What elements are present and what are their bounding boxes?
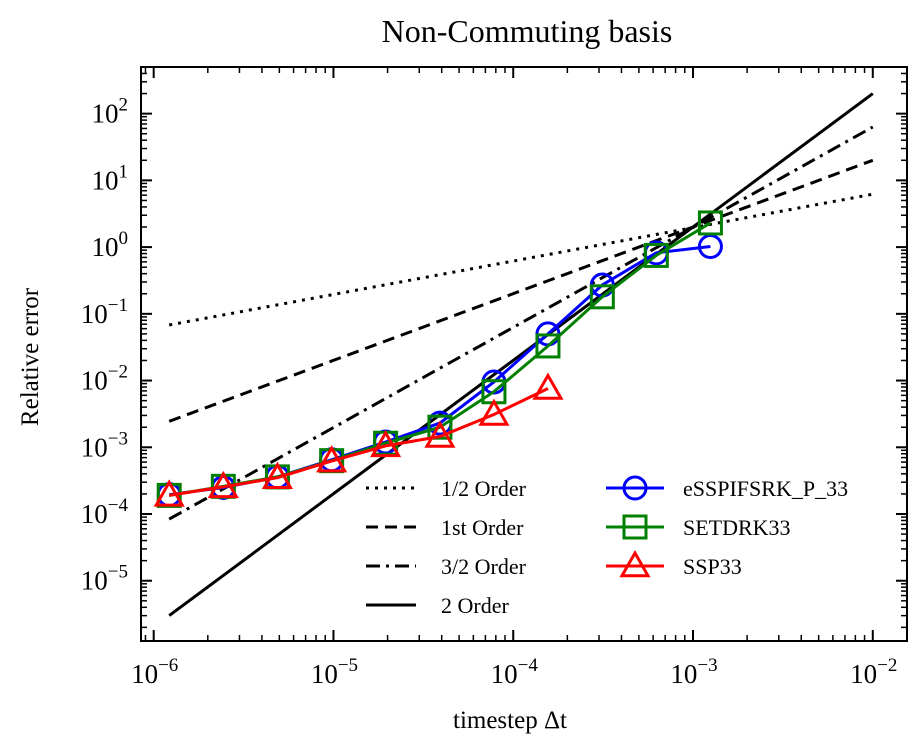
- y-tick-label: 10−3: [81, 428, 128, 462]
- data-point: [697, 234, 723, 260]
- legend-label: 3/2 Order: [441, 554, 527, 579]
- series-line: [169, 245, 711, 497]
- data-point: [532, 372, 564, 400]
- reference-lines: [168, 92, 874, 617]
- data-point: [153, 479, 185, 507]
- major-ticks: [141, 67, 907, 641]
- legend-label: SSP33: [683, 554, 742, 579]
- data-point: [261, 461, 294, 489]
- y-tick-label: 10−2: [81, 362, 128, 396]
- series-group: [153, 372, 564, 507]
- y-axis-label: Relative error: [17, 287, 44, 426]
- y-tick-label: 102: [92, 95, 129, 129]
- data-point: [316, 445, 348, 473]
- x-tick-label: 10−4: [491, 655, 539, 689]
- legend: 1/2 Order 1st Order 3/2 Order 2 Order eSSPIF…: [366, 475, 848, 618]
- data-point: [207, 470, 239, 499]
- x-axis-label: timestep Δt: [453, 707, 567, 734]
- reference-line: [168, 158, 874, 423]
- y-tick-label: 10−5: [81, 562, 128, 596]
- plot-frame: [140, 66, 908, 642]
- y-tick-label: 100: [92, 228, 129, 262]
- legend-label: 2 Order: [441, 593, 509, 618]
- x-tick-label: 10−5: [311, 655, 358, 689]
- data-point: [535, 333, 561, 359]
- data-series: [153, 210, 723, 508]
- data-point: [370, 429, 402, 458]
- legend-label: 1/2 Order: [441, 476, 527, 501]
- legend-label: eSSPIFSRK_P_33: [683, 476, 848, 501]
- series-group: [156, 234, 723, 508]
- data-point: [424, 420, 456, 448]
- legend-marker: [622, 514, 648, 540]
- data-point: [589, 284, 615, 310]
- reference-line: [168, 125, 874, 521]
- y-tick-label: 10−1: [81, 295, 128, 329]
- reference-line: [168, 92, 874, 617]
- data-point: [643, 242, 669, 268]
- x-tick-label: 10−3: [670, 655, 717, 689]
- y-tick-label: 101: [92, 161, 129, 195]
- x-tick-label: 10−6: [131, 655, 178, 689]
- legend-marker: [619, 549, 651, 578]
- data-point: [427, 414, 453, 440]
- x-tick-label: 10−2: [850, 655, 897, 689]
- y-tick-label: 10−4: [81, 495, 129, 529]
- data-point: [697, 210, 723, 236]
- legend-label: SETDRK33: [683, 515, 791, 540]
- data-point: [478, 398, 510, 426]
- chart-title: Non-Commuting basis: [382, 13, 673, 49]
- x-tick-labels: 10−6 10−5 10−4 10−3 10−2: [131, 655, 897, 689]
- legend-marker: [622, 475, 648, 501]
- y-tick-labels: 10−5 10−4 10−3 10−2 10−1 100 101 102: [81, 95, 129, 596]
- series-group: [156, 210, 723, 508]
- reference-line: [168, 192, 874, 327]
- legend-label: 1st Order: [441, 515, 524, 540]
